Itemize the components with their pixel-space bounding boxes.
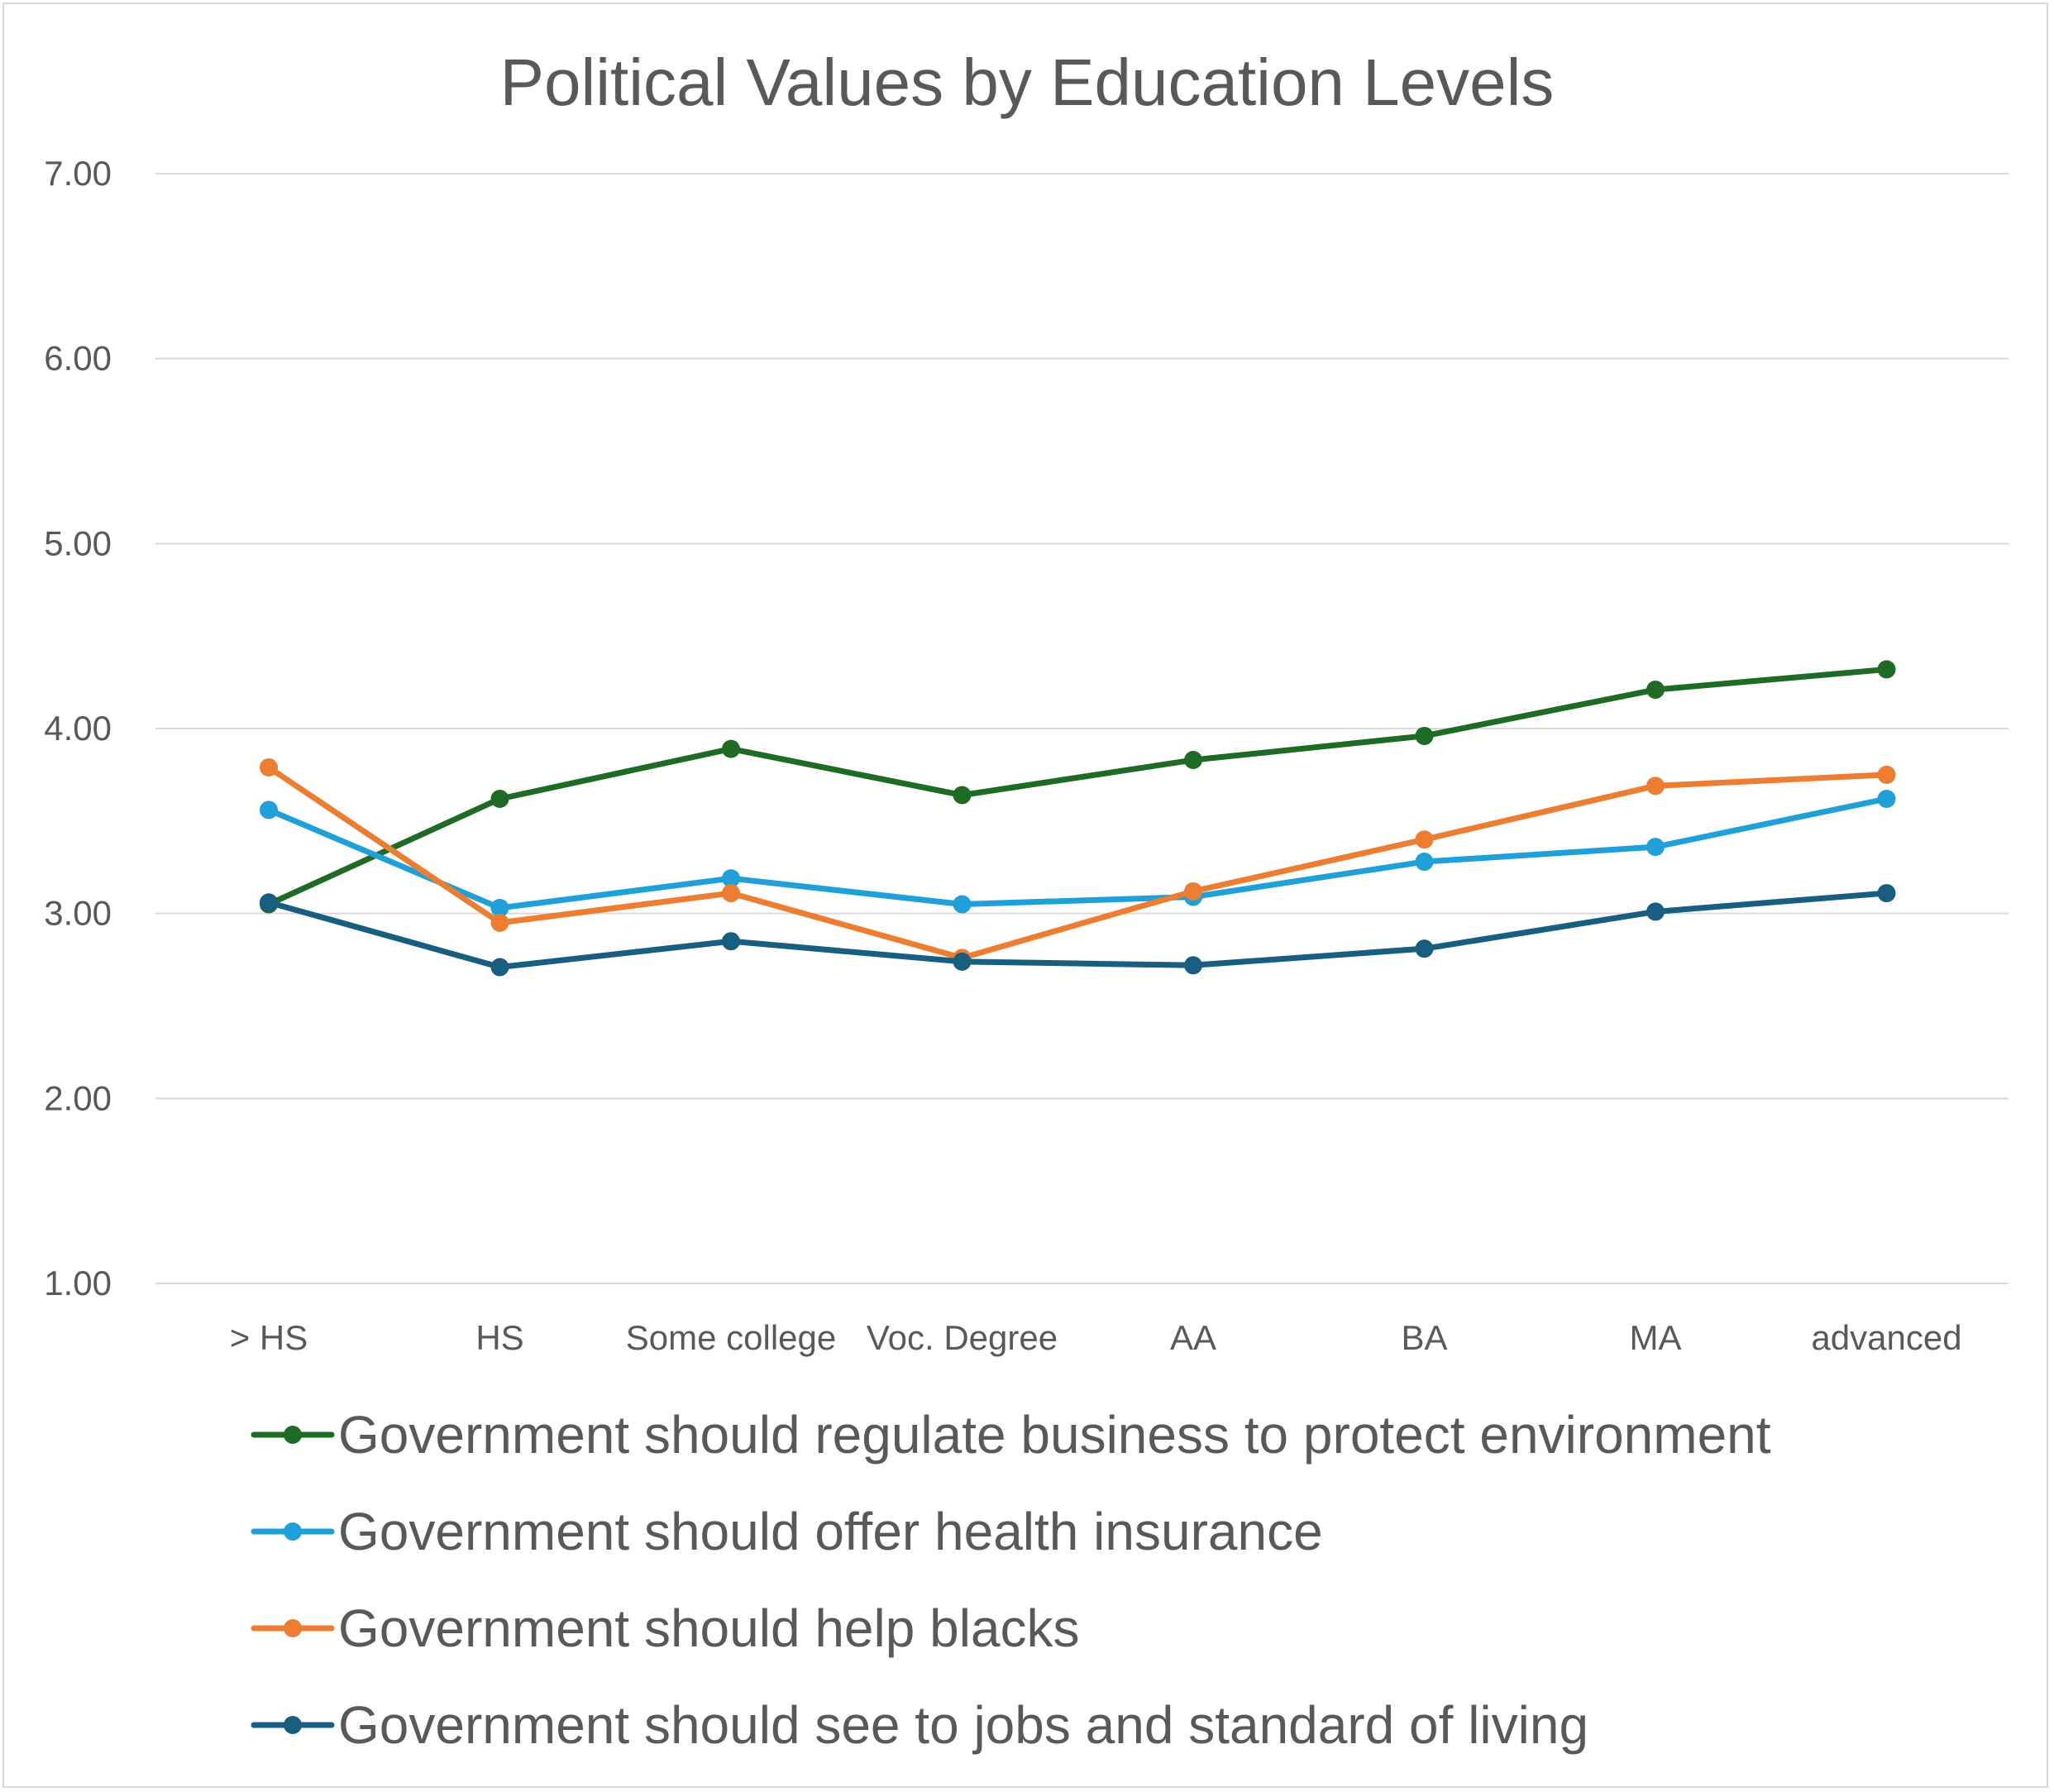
series-line: [265, 764, 1889, 961]
legend-item: Government should help blacks: [251, 1598, 1080, 1658]
x-tick-label: MA: [1630, 1318, 1682, 1357]
series-lines: [260, 660, 1896, 977]
data-point: [1877, 884, 1896, 903]
data-point: [1184, 956, 1202, 975]
series-2: [260, 789, 1896, 917]
legend-item: Government should offer health insurance: [251, 1502, 1323, 1561]
y-tick-label: 6.00: [44, 339, 112, 378]
x-tick-label: HS: [475, 1318, 523, 1357]
line-chart: Political Values by Education Levels 7.0…: [44, 45, 2009, 1755]
data-point: [722, 884, 740, 903]
data-point: [1415, 939, 1434, 958]
data-point: [1877, 765, 1896, 784]
legend-label: Government should regulate business to p…: [338, 1405, 1771, 1465]
y-tick-label: 7.00: [44, 154, 112, 193]
legend-swatch-marker: [284, 1522, 302, 1541]
data-point: [722, 932, 740, 951]
data-point: [260, 757, 278, 777]
chart-title: Political Values by Education Levels: [500, 45, 1555, 119]
legend-label: Government should help blacks: [338, 1598, 1080, 1658]
x-tick-label: Some college: [626, 1318, 836, 1357]
x-axis-tick-labels: > HS HS Some college Voc. Degree AA BA MA advan…: [230, 1318, 1962, 1357]
x-tick-label: Voc. Degree: [867, 1318, 1058, 1357]
data-point: [1646, 681, 1665, 700]
y-tick-label: 2.00: [44, 1078, 112, 1117]
data-point: [1415, 853, 1434, 872]
series-3: [260, 757, 1896, 968]
legend-swatch-marker: [284, 1619, 302, 1637]
data-point: [1877, 660, 1896, 679]
data-point: [1415, 830, 1434, 849]
y-axis-tick-labels: 7.00 6.00 5.00 4.00 3.00 2.00 1.00: [44, 154, 112, 1302]
data-point: [1646, 777, 1665, 796]
data-point: [722, 739, 740, 758]
x-tick-label: > HS: [230, 1318, 308, 1357]
gridlines: [155, 173, 2009, 1284]
series-line: [265, 666, 1889, 907]
data-point: [490, 958, 509, 977]
legend-item: Government should see to jobs and standa…: [251, 1695, 1588, 1755]
data-point: [1184, 751, 1202, 770]
data-point: [1184, 882, 1202, 901]
data-point: [1877, 789, 1896, 808]
legend-swatch-marker: [284, 1426, 302, 1444]
data-point: [260, 800, 278, 820]
data-point: [490, 789, 509, 808]
data-point: [1646, 902, 1665, 921]
data-point: [953, 895, 972, 914]
series-1: [260, 660, 1896, 914]
data-point: [953, 952, 972, 971]
y-tick-label: 3.00: [44, 894, 112, 933]
legend-swatch-marker: [284, 1716, 302, 1734]
legend-label: Government should offer health insurance: [338, 1502, 1323, 1561]
data-point: [1646, 838, 1665, 857]
data-point: [490, 913, 509, 932]
legend: Government should regulate business to p…: [251, 1405, 1771, 1755]
data-point: [953, 786, 972, 805]
data-point: [490, 898, 509, 917]
series-line: [265, 796, 1889, 911]
y-tick-label: 4.00: [44, 709, 112, 748]
series-4: [260, 884, 1896, 977]
legend-item: Government should regulate business to p…: [251, 1405, 1771, 1465]
data-point: [1415, 726, 1434, 745]
y-tick-label: 1.00: [44, 1264, 112, 1302]
series-line: [265, 890, 1889, 971]
x-tick-label: AA: [1170, 1318, 1216, 1357]
x-tick-label: advanced: [1811, 1318, 1961, 1357]
legend-label: Government should see to jobs and standa…: [338, 1695, 1588, 1755]
data-point: [260, 893, 278, 912]
y-tick-label: 5.00: [44, 523, 112, 562]
data-point: [722, 869, 740, 888]
x-tick-label: BA: [1401, 1318, 1447, 1357]
